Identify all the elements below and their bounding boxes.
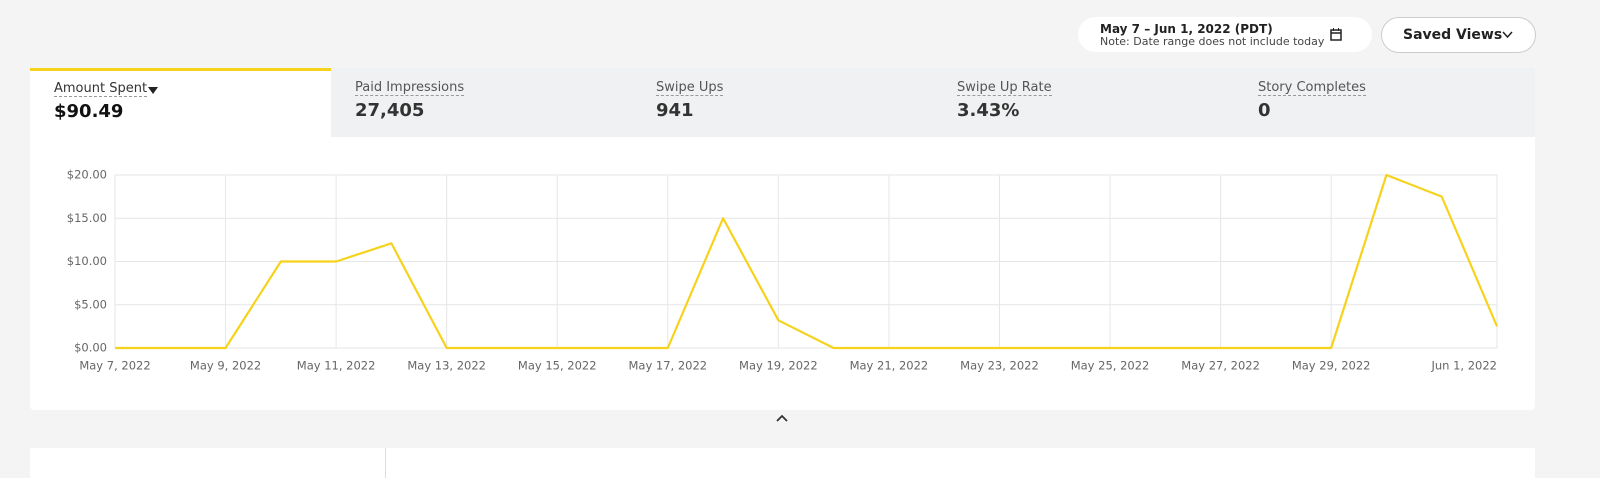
metric-tabs: Amount Spent $90.49 Paid Impressions 27,405… [30,68,1535,137]
x-tick-label: May 19, 2022 [739,359,818,373]
metric-value: 0 [1258,100,1271,121]
dropdown-arrow [148,87,158,94]
x-tick-label: Jun 1, 2022 [1430,359,1497,373]
metric-tab[interactable]: Swipe Ups 941 [632,68,933,137]
x-tick-label: May 7, 2022 [79,359,150,373]
x-tick-label: May 11, 2022 [297,359,376,373]
x-tick-label: May 23, 2022 [960,359,1039,373]
x-tick-label: May 25, 2022 [1071,359,1150,373]
metric-tab[interactable]: Swipe Up Rate 3.43% [933,68,1234,137]
calendar-icon [1330,28,1342,41]
lower-card [30,448,1535,478]
metric-label: Amount Spent [54,81,148,97]
metric-label: Swipe Up Rate [957,80,1052,96]
metric-value: 27,405 [355,100,425,121]
x-tick-label: May 15, 2022 [518,359,597,373]
date-range: May 7 – Jun 1, 2022 (PDT) [1100,22,1273,36]
chevron-down [1502,31,1513,39]
metric-label: Swipe Ups [656,80,724,96]
y-tick-label: $0.00 [74,341,107,355]
x-tick-label: May 27, 2022 [1181,359,1260,373]
y-tick-label: $15.00 [67,211,107,225]
x-tick-label: May 13, 2022 [407,359,486,373]
x-tick-label: May 29, 2022 [1292,359,1371,373]
x-tick-label: May 9, 2022 [190,359,261,373]
arrow [148,87,158,94]
metric-value: 3.43% [957,100,1020,121]
y-tick-label: $20.00 [67,168,107,182]
x-tick-label: May 17, 2022 [628,359,707,373]
chart: $0.00 $5.00 $10.00 $15.00 $20.00 May 7, 2022 M… [67,168,1499,373]
metric-value: $90.49 [54,101,124,122]
metric-tab[interactable]: Story Completes 0 [1234,68,1535,137]
metric-tab[interactable]: Amount Spent $90.49 [30,68,331,137]
x-tick-label: May 21, 2022 [850,359,929,373]
saved-views-button[interactable]: Saved Views [1381,17,1536,53]
saved-views-label: Saved Views [1403,27,1503,43]
metric-tab[interactable]: Paid Impressions 27,405 [331,68,632,137]
divider [385,448,386,478]
collapse-chevron[interactable] [776,414,788,422]
date-note: Note: Date range does not include today [1100,35,1325,48]
date-picker[interactable]: May 7 – Jun 1, 2022 (PDT) Note: Date ran… [1078,17,1372,52]
y-tick-label: $5.00 [74,297,107,311]
metric-label: Paid Impressions [355,80,465,96]
metric-value: 941 [656,100,694,121]
line-series [115,173,1499,350]
metric-label: Story Completes [1258,80,1366,96]
y-tick-label: $10.00 [67,254,107,268]
